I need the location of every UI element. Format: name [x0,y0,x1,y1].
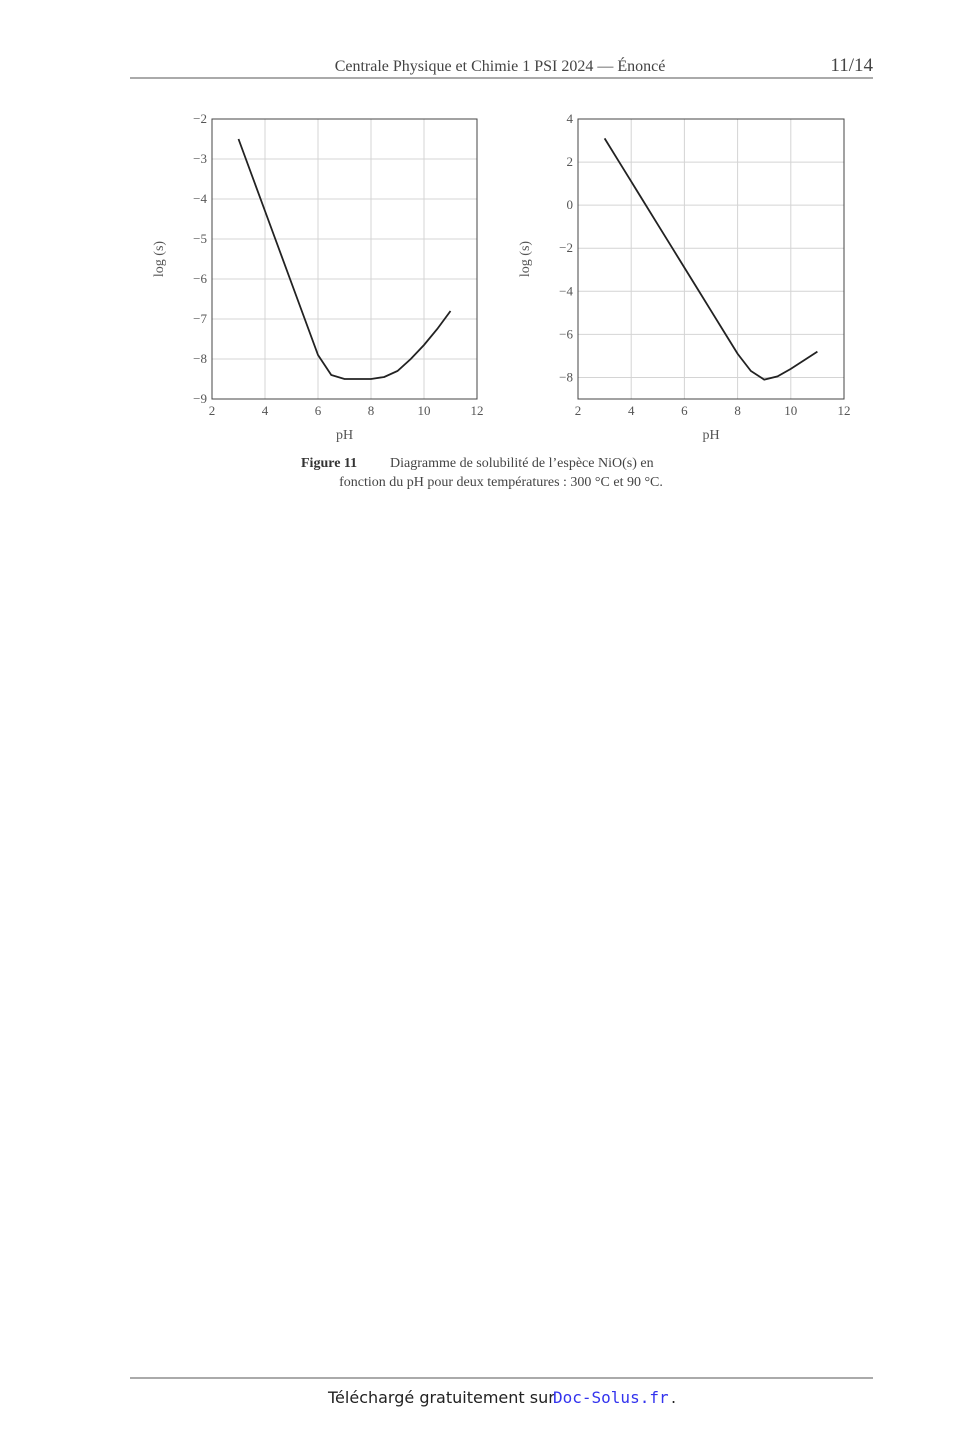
x-tick-label: 8 [368,403,375,418]
y-axis-label: log (s) [152,241,167,278]
x-tick-label: 6 [315,403,322,418]
y-tick-label: −2 [193,111,207,126]
y-axis-label: log (s) [518,241,533,278]
x-tick-label: 10 [418,403,431,418]
caption-line: Diagramme de solubilité de l’espèce NiO(… [390,456,654,471]
y-tick-label: −6 [559,326,573,341]
x-tick-label: 4 [262,403,269,418]
y-tick-label: −3 [193,151,207,166]
y-tick-label: −7 [193,311,207,326]
x-tick-label: 4 [628,403,635,418]
header-title: Centrale Physique et Chimie 1 PSI 2024 —… [335,56,666,75]
y-tick-label: −4 [559,283,573,298]
plot-frame [577,118,845,400]
y-tick-label: −8 [559,369,573,384]
data-line [237,138,452,380]
caption-label: Figure 11 [301,456,357,471]
x-axis-label: pH [702,428,719,443]
y-tick-label: −5 [193,231,207,246]
y-tick-label: −9 [193,391,207,406]
x-axis-label: pH [336,428,353,443]
y-tick-label: 4 [567,111,574,126]
x-tick-label: 12 [471,403,484,418]
footer-link[interactable]: Doc-Solus.fr [553,1388,669,1407]
x-tick-label: 6 [681,403,688,418]
x-tick-label: 12 [838,403,851,418]
x-tick-label: 8 [734,403,741,418]
caption-line: fonction du pH pour deux températures : … [339,475,663,490]
page-number: 11/14 [830,55,873,76]
x-tick-label: 2 [209,403,216,418]
y-tick-label: −4 [193,191,207,206]
y-tick-label: −2 [559,240,573,255]
x-tick-label: 10 [784,403,797,418]
y-tick-label: 0 [567,197,574,212]
y-tick-label: −6 [193,271,207,286]
data-line [603,137,818,381]
x-tick-label: 2 [575,403,582,418]
footer-end: . [671,1388,676,1407]
y-tick-label: 2 [567,154,574,169]
plot-frame [211,118,478,400]
y-tick-label: −8 [193,351,207,366]
footer-text: Téléchargé gratuitement sur [327,1388,555,1407]
